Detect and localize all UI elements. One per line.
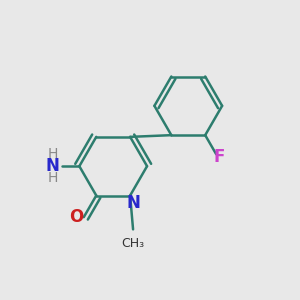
- Text: F: F: [214, 148, 225, 166]
- Text: CH₃: CH₃: [122, 237, 145, 250]
- Text: N: N: [127, 194, 141, 212]
- Text: H: H: [48, 171, 58, 185]
- Text: O: O: [69, 208, 83, 226]
- Text: H: H: [48, 147, 58, 161]
- Text: N: N: [46, 157, 60, 175]
